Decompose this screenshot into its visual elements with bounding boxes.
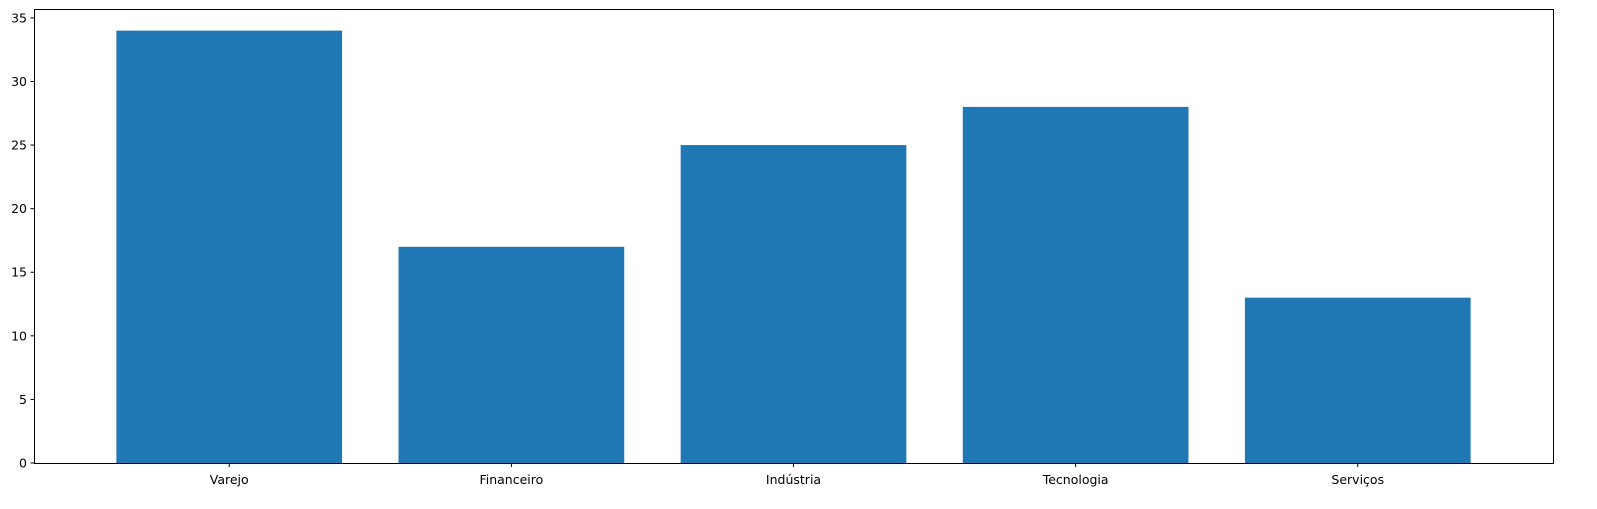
x-tick-label: Serviços	[1331, 472, 1384, 487]
x-tick-label: Financeiro	[479, 472, 543, 487]
plot-frame	[34, 9, 1554, 464]
x-tick-label: Indústria	[766, 472, 821, 487]
y-tick-label: 10	[11, 328, 27, 343]
x-tick-label: Tecnologia	[1042, 472, 1109, 487]
y-tick-label: 5	[19, 392, 27, 407]
bar-tecnologia	[962, 106, 1189, 463]
bar-indústria	[680, 145, 907, 464]
x-axis-ticks: Varejo Financeiro Indústria Tecnologia Servi…	[210, 463, 1384, 487]
y-axis-ticks: 0 5 10 15 20 25 30 35	[11, 10, 35, 471]
bar-serviços	[1244, 297, 1471, 463]
x-tick-label: Varejo	[210, 472, 249, 487]
y-tick-label: 35	[11, 10, 27, 25]
y-tick-label: 25	[11, 138, 27, 153]
y-tick-label: 30	[11, 74, 27, 89]
bar-financeiro	[398, 246, 625, 463]
bars-layer	[116, 30, 1471, 464]
y-tick-label: 20	[11, 201, 27, 216]
y-tick-label: 0	[19, 456, 27, 471]
bar-varejo	[116, 30, 343, 463]
y-tick-label: 15	[11, 265, 27, 280]
